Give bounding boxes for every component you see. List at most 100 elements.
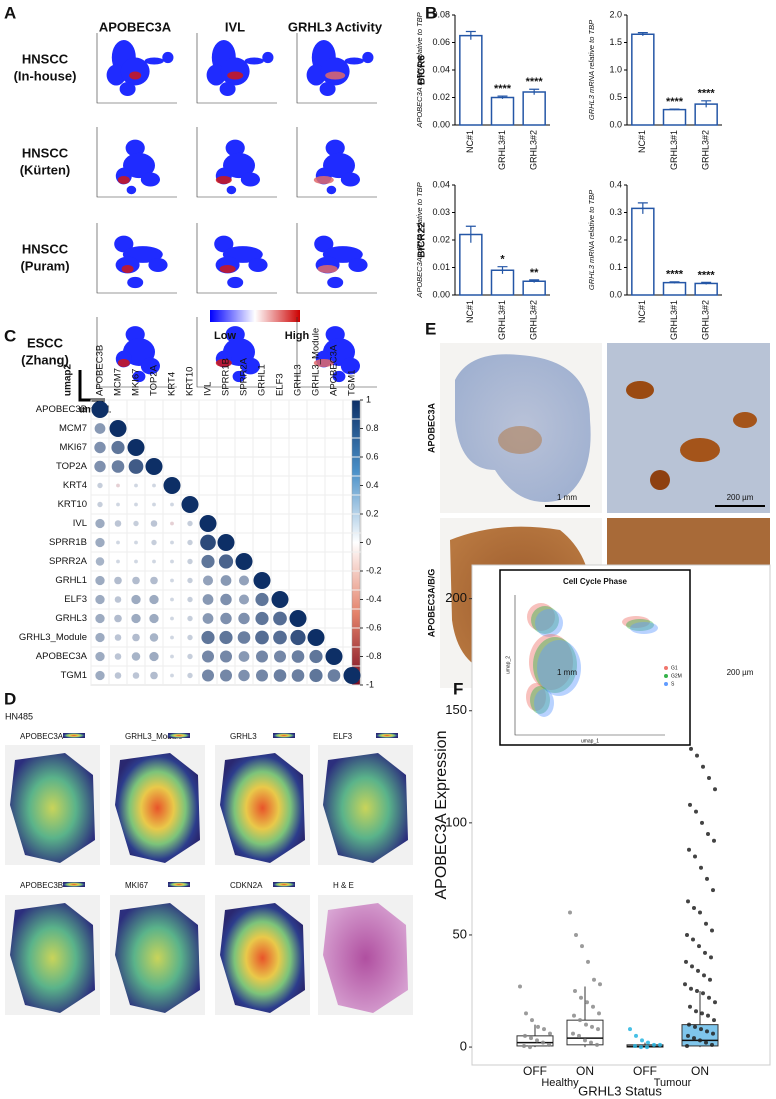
point (578, 1018, 582, 1023)
column-label: MCM7 (113, 368, 124, 396)
correlation-dot (111, 440, 125, 455)
correlation-dot (132, 633, 140, 642)
error-bar (637, 32, 648, 36)
y-tick-label: 0.04 (432, 64, 450, 74)
correlation-dot (114, 634, 122, 641)
umap-cluster (219, 82, 236, 96)
sample-label: HN485 (5, 711, 33, 721)
map-colorbar (376, 733, 398, 738)
correlation-dot (114, 653, 122, 660)
point (528, 1045, 532, 1050)
correlation-dot (114, 520, 122, 527)
column-label: MKI67 (131, 369, 142, 396)
correlation-dot (127, 439, 145, 456)
umap-cluster (362, 51, 374, 64)
correlation-dot (95, 632, 105, 643)
bar (459, 233, 483, 296)
point (658, 1042, 662, 1047)
correlation-dot (145, 458, 163, 475)
y-tick-label: 0.06 (432, 37, 450, 47)
umap-cluster (132, 370, 146, 383)
correlation-dot (170, 616, 174, 621)
point (686, 1033, 690, 1038)
correlation-dot (255, 630, 269, 645)
significance: **** (698, 269, 716, 281)
row-label: MCM7 (59, 423, 87, 434)
correlation-dot (95, 594, 105, 605)
correlation-dot (128, 459, 144, 474)
umap-cluster (244, 57, 264, 65)
row-label: APOBEC3A (36, 651, 88, 662)
point (633, 1043, 637, 1048)
colorbar (351, 399, 361, 686)
correlation-dot (95, 518, 105, 529)
inset-cluster (534, 689, 554, 717)
stain-label: APOBEC3A (426, 402, 436, 453)
point (639, 1045, 643, 1050)
inset-cluster (622, 616, 650, 628)
correlation-dot (235, 553, 253, 570)
correlation-dot (114, 596, 122, 603)
colorbar-label: 0 (366, 537, 371, 547)
row-label: ELF3 (64, 594, 87, 605)
correlation-dot (220, 612, 232, 625)
colorbar-label: -0.4 (366, 594, 382, 604)
column-label: GRHL1 (257, 364, 268, 396)
point (524, 1011, 528, 1016)
point (699, 865, 703, 870)
correlation-dot (116, 502, 120, 507)
point (685, 932, 689, 937)
correlation-dot (219, 669, 233, 682)
correlation-dot (273, 650, 287, 663)
bar (662, 281, 687, 296)
tissue-map (323, 753, 408, 863)
correlation-dot (187, 634, 193, 641)
correlation-dot (170, 521, 174, 526)
error-bar (497, 95, 508, 99)
correlation-dot (217, 534, 235, 551)
umap-axes (196, 33, 277, 104)
correlation-dot (94, 441, 106, 454)
correlation-dot (116, 559, 120, 564)
point (700, 1011, 704, 1016)
correlation-dot (132, 576, 140, 585)
box (516, 1035, 554, 1047)
map-label: H & E (333, 881, 354, 890)
point (542, 1027, 546, 1032)
correlation-dot (170, 540, 174, 545)
correlation-dot (170, 673, 174, 678)
scale-bar-label: 200 µm (727, 668, 754, 677)
panel-label: B (425, 3, 437, 22)
row-label: GRHL3_Module (19, 632, 87, 643)
correlation-dot (95, 537, 105, 548)
colorbar-label: 0.2 (366, 508, 379, 518)
map-colorbar (273, 733, 295, 738)
correlation-dot (201, 650, 215, 663)
column-header: IVL (225, 19, 245, 34)
inset-cluster (531, 606, 559, 634)
umap-cluster (126, 185, 137, 195)
point (685, 1043, 689, 1048)
correlation-dot (131, 652, 141, 661)
correlation-dot (307, 629, 325, 646)
point (645, 1045, 649, 1050)
colorbar-label: -0.2 (366, 565, 382, 575)
correlation-dot (273, 630, 287, 645)
map-colorbar (63, 733, 85, 738)
correlation-dot (152, 502, 156, 507)
significance: **** (666, 96, 684, 108)
point (703, 950, 707, 955)
error-bar (465, 225, 476, 243)
inset-cluster (533, 637, 577, 693)
point (713, 1000, 717, 1005)
point (686, 899, 690, 904)
row-label: (Puram) (20, 258, 69, 273)
umap-hotspot (215, 176, 232, 184)
correlation-dot (325, 648, 343, 665)
tissue-map (10, 903, 95, 1013)
scale-bar-label: 1 mm (557, 668, 577, 677)
correlation-dot (91, 401, 109, 418)
y-axis-label: APOBEC3A Expression (433, 731, 450, 900)
point (652, 1042, 656, 1047)
